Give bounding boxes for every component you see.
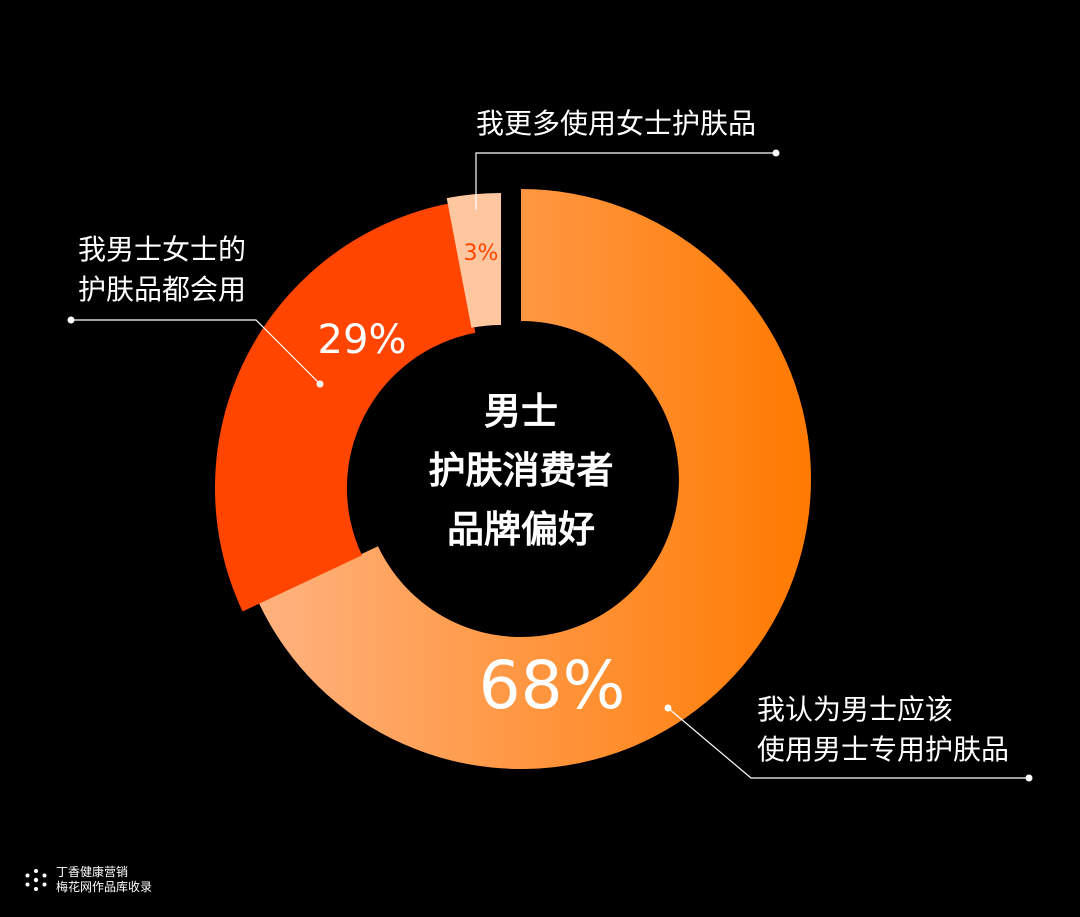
leader-dot — [316, 380, 324, 388]
label-men-products-line-2: 使用男士专用护肤品 — [757, 733, 1010, 766]
leader-women-products — [475, 152, 776, 210]
footer-note: 梅花网作品库收录 — [56, 880, 153, 894]
slice-women-products — [446, 192, 501, 328]
pct-label-68: 68% — [479, 647, 626, 724]
center-line-3: 品牌偏好 — [447, 508, 595, 551]
center-line-1: 男士 — [484, 390, 558, 433]
slice-men-specific — [258, 189, 811, 770]
label-both-products-line-1: 我男士女士的 — [78, 233, 247, 266]
footer: 丁香健康营销 梅花网作品库收录 — [24, 865, 152, 895]
leader-dot — [67, 316, 75, 324]
leader-both-products — [71, 319, 321, 385]
label-men-products-line-1: 我认为男士应该 — [757, 693, 954, 726]
leader-dot — [1025, 774, 1033, 782]
pct-label-3: 3% — [464, 241, 499, 266]
label-men-products: 我认为男士应该 使用男士专用护肤品 — [757, 690, 1009, 770]
leader-lines — [67, 149, 1033, 782]
label-both-products: 我男士女士的 护肤品都会用 — [78, 230, 246, 310]
slice-both — [214, 203, 476, 612]
label-women-products-line-1: 我更多使用女士护肤品 — [476, 107, 757, 140]
chart-center-title: 男士 护肤消费者 品牌偏好 — [373, 382, 669, 559]
leader-dot — [664, 704, 672, 712]
label-women-products: 我更多使用女士护肤品 — [476, 104, 756, 144]
leader-dot — [772, 149, 780, 157]
clove-logo-icon — [25, 869, 47, 891]
footer-brand: 丁香健康营销 — [56, 865, 129, 879]
label-both-products-line-2: 护肤品都会用 — [78, 273, 247, 306]
leader-men-products — [667, 707, 1029, 779]
pct-label-29: 29% — [318, 317, 407, 363]
center-line-2: 护肤消费者 — [428, 449, 614, 492]
